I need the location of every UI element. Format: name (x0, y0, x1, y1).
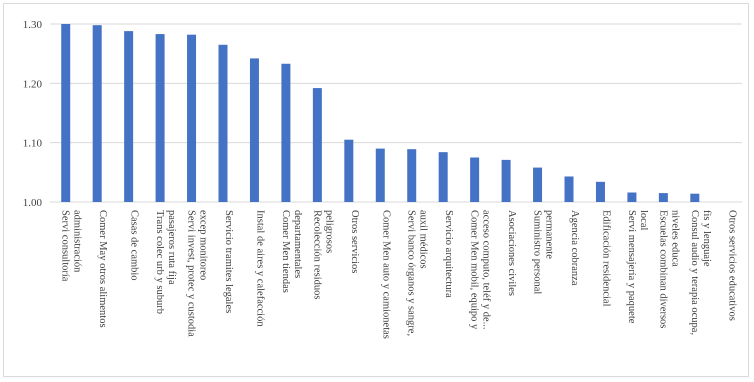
x-category-label-line: permanente (544, 210, 555, 259)
x-category-label: Servi consultoría administración (60, 210, 83, 282)
x-category-label-line: auxil médicos (418, 210, 429, 269)
bar (690, 193, 700, 202)
x-category-label-line: pasajeros ruta fija (166, 210, 177, 285)
x-category-label: Asociaciones civiles (506, 210, 517, 296)
x-category-label-line: excep monitoreo (198, 210, 209, 280)
bar (595, 181, 605, 202)
x-category-label: Consul audio y terapia ocupa, fis y lengu… (689, 210, 712, 335)
x-category-label: Instal de aires y calefacción (254, 210, 265, 327)
x-category-label: Comer May otros alimentos (97, 210, 108, 328)
x-category-label-line: Servicio arquitectura (443, 210, 454, 298)
x-category-label: Suministro personal permanente (532, 210, 555, 294)
bar (281, 63, 291, 203)
x-category-label-line: Comer Men mobil, equipo y (469, 210, 480, 330)
bar (658, 193, 668, 202)
gridlines (50, 23, 742, 203)
x-category-label: Comer Men auto y camionetas (380, 210, 391, 339)
bar (375, 148, 385, 202)
bar (501, 159, 511, 202)
x-category-label: Comer Men mobil, equipo y acceso computo,… (469, 210, 492, 330)
bar (61, 24, 71, 202)
x-category-label-line: local (638, 210, 649, 230)
y-tick-label: 1.10 (23, 138, 43, 150)
x-category-label-line: Servi mensajería y paquete (626, 210, 637, 324)
x-category-label: Servicio tramites legales (223, 210, 234, 313)
bars (61, 24, 700, 203)
x-category-label-line: Servi invest, protec y custodia (186, 210, 197, 337)
x-category-label: Recolección residuos peligrosos (311, 210, 334, 300)
bar (627, 192, 637, 202)
x-category-label-line: Servi consultoría (60, 210, 71, 282)
x-category-label-line: Casas de cambio (129, 210, 140, 281)
x-category-label: Edificación residencial (600, 210, 611, 307)
bar (124, 31, 134, 203)
x-category-label: Escuelas combinan diversos niveles educa (657, 210, 680, 328)
x-category-label-line: niveles educa (669, 210, 680, 267)
x-category-label-line: Asociaciones civiles (506, 210, 517, 296)
x-category-label-line: Escuelas combinan diversos (657, 210, 668, 328)
bar (312, 88, 322, 202)
x-category-label-line: Comer Men tiendas (280, 210, 291, 293)
x-category-label: Otros servicios educativos (726, 210, 737, 321)
x-category-label-line: Suministro personal (532, 210, 543, 294)
y-axis-ticks: 1.00 1.10 1.20 1.30 (23, 19, 43, 209)
bar (249, 58, 259, 203)
x-category-label: Comer Men tiendas departamentales (280, 210, 303, 293)
x-category-label-line: Servi banco órganos y sangre, (406, 210, 417, 336)
x-category-label: Casas de cambio (129, 210, 140, 281)
x-category-label-line: administración (72, 210, 83, 273)
x-category-label-line: departamentales (292, 210, 303, 278)
x-category-label-line: Servicio tramites legales (223, 210, 234, 313)
bar (564, 176, 574, 202)
chart-area: 1.00 1.10 1.20 1.30 Servi consultoría admini… (3, 3, 749, 377)
x-category-label-line: Comer May otros alimentos (97, 210, 108, 328)
x-category-label: Servi banco órganos y sangre, auxil médic… (406, 210, 429, 336)
x-category-label: Servi mensajería y paquete local (626, 210, 649, 324)
bar (407, 149, 417, 202)
bar (218, 44, 228, 203)
x-category-label-line: Edificación residencial (600, 210, 611, 307)
y-tick-label: 1.30 (23, 19, 43, 31)
x-category-label: Servi invest, protec y custodia excep mon… (186, 210, 209, 337)
x-category-label-line: peligrosos (323, 210, 334, 253)
x-category-label-line: fis y lenguaje (701, 210, 712, 267)
bar (92, 25, 102, 203)
y-tick-label: 1.00 (23, 197, 43, 209)
x-category-label: Servicio arquitectura (443, 210, 454, 298)
x-category-label: Trans colec urb y suburb pasajeros ruta f… (154, 210, 177, 314)
bar (533, 167, 543, 202)
x-category-label: Otros servicios (349, 210, 360, 273)
bar (438, 152, 448, 202)
x-category-label-line: Agencia cobranza (569, 210, 580, 286)
x-category-label-line: Trans colec urb y suburb (154, 210, 165, 314)
x-category-label: Agencia cobranza (569, 210, 580, 286)
bar (344, 139, 354, 202)
x-axis-category-labels: Servi consultoría administración Comer May… (60, 210, 738, 339)
x-category-label-line: Otros servicios educativos (726, 210, 737, 321)
x-category-label-line: Recolección residuos (311, 210, 322, 300)
y-tick-label: 1.20 (23, 78, 43, 90)
x-category-label-line: acceso computo, teléf y de... (481, 210, 492, 330)
bar (470, 157, 480, 202)
bar (187, 34, 197, 203)
x-category-label-line: Consul audio y terapia ocupa, (689, 210, 700, 335)
bar (155, 34, 165, 202)
x-category-label-line: Instal de aires y calefacción (254, 210, 265, 327)
x-category-label-line: Otros servicios (349, 210, 360, 273)
bar-chart: 1.00 1.10 1.20 1.30 Servi consultoría admini… (23, 19, 742, 339)
x-category-label-line: Comer Men auto y camionetas (380, 210, 391, 339)
